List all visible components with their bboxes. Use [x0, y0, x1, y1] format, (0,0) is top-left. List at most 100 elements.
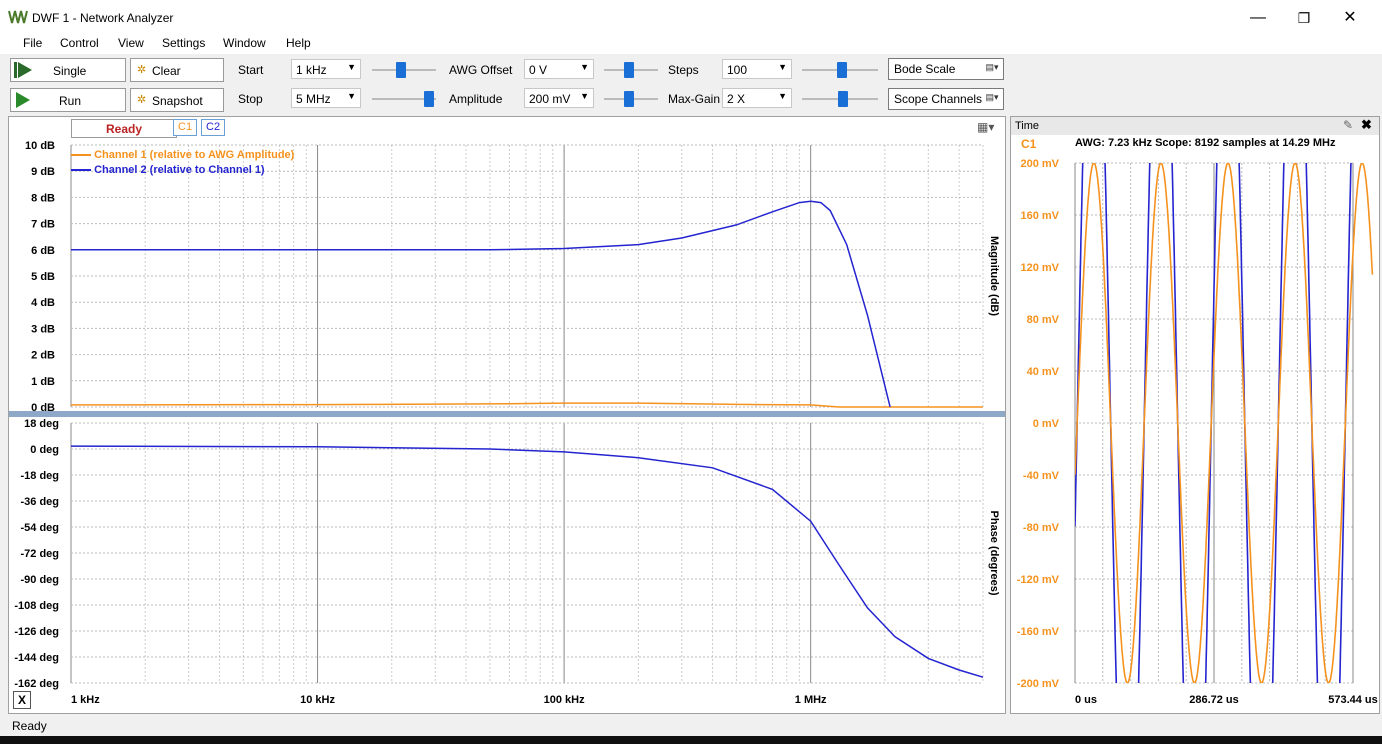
magnitude-tick-label: 3 dB	[31, 323, 55, 335]
amplitude-combo[interactable]: 200 mV ▼	[524, 88, 594, 108]
time-panel-header: Time ✎ ✖	[1011, 117, 1379, 135]
steps-combo[interactable]: 100 ▼	[722, 59, 792, 79]
bode-chart[interactable]: 10 dB 9 dB 8 dB 7 dB 6 dB 5 dB 4 dB 3 dB 2 dB 1 d…	[9, 117, 1005, 713]
time-y-tick-label: -200 mV	[1017, 678, 1060, 690]
x-tick-label: 1 kHz	[71, 694, 100, 706]
close-panel-icon[interactable]: ✖	[1361, 117, 1372, 132]
amplitude-value: 200 mV	[529, 92, 571, 106]
status-bar: Ready	[0, 714, 1382, 736]
awg-offset-combo[interactable]: 0 V ▼	[524, 59, 594, 79]
phase-tick-label: -18 deg	[20, 470, 59, 482]
phase-tick-label: -108 deg	[14, 600, 59, 612]
time-y-tick-label: 0 mV	[1033, 418, 1060, 430]
phase-axis-title: Phase (degrees)	[988, 511, 1000, 596]
menu-view[interactable]: View	[118, 36, 144, 50]
scope-channels-label: Scope Channels	[894, 92, 983, 106]
close-button[interactable]: ✕	[1343, 9, 1357, 26]
bode-scale-dropdown[interactable]: Bode Scale ▤▾	[888, 58, 1004, 80]
waveforms-logo-icon	[8, 10, 28, 24]
menu-dropdown-icon: ▤▾	[985, 62, 999, 72]
run-button[interactable]: Run	[10, 88, 126, 112]
slider-thumb[interactable]	[837, 62, 847, 78]
magnitude-tick-label: 7 dB	[31, 219, 55, 231]
time-y-tick-label: -80 mV	[1023, 522, 1060, 534]
minimize-button[interactable]: —	[1250, 9, 1266, 26]
run-label: Run	[59, 94, 82, 108]
time-y-tick-label: 200 mV	[1020, 158, 1059, 170]
time-x-tick-label: 286.72 us	[1189, 694, 1239, 706]
clear-label: Clear	[152, 64, 181, 78]
slider-thumb[interactable]	[624, 91, 634, 107]
maxgain-combo[interactable]: 2 X ▼	[722, 88, 792, 108]
phase-tick-label: -126 deg	[14, 626, 59, 638]
phase-tick-label: -90 deg	[20, 574, 59, 586]
start-slider[interactable]	[372, 60, 436, 80]
menu-file[interactable]: File	[23, 36, 43, 50]
slider-thumb[interactable]	[838, 91, 848, 107]
legend-channel-1: Channel 1 (relative to AWG Amplitude)	[71, 149, 294, 161]
time-y-tick-label: 120 mV	[1020, 262, 1059, 274]
phase-tick-label: 0 deg	[30, 444, 59, 456]
snapshot-button[interactable]: ✲ Snapshot	[130, 88, 224, 112]
stop-label: Stop	[238, 92, 263, 106]
awg-offset-slider[interactable]	[604, 60, 658, 80]
stop-frequency-combo[interactable]: 5 MHz ▼	[291, 88, 361, 108]
chevron-down-icon: ▼	[580, 62, 589, 72]
menu-help[interactable]: Help	[286, 36, 311, 50]
time-chart[interactable]: 200 mV 160 mV 120 mV 80 mV 40 mV 0 mV -40 mV -8…	[1011, 117, 1379, 713]
magnitude-phase-splitter	[9, 411, 1005, 417]
single-label: Single	[53, 64, 87, 78]
chevron-down-icon: ▼	[778, 62, 787, 72]
tab-c1[interactable]: C1	[173, 119, 198, 136]
start-frequency-combo[interactable]: 1 kHz ▼	[291, 59, 361, 79]
steps-slider[interactable]	[802, 60, 878, 80]
clear-icon: ✲	[137, 64, 147, 76]
time-y-tick-label: -160 mV	[1017, 626, 1060, 638]
start-label: Start	[238, 63, 264, 77]
slider-thumb[interactable]	[624, 62, 634, 78]
menu-control[interactable]: Control	[60, 36, 99, 50]
start-value: 1 kHz	[296, 63, 327, 77]
slider-thumb[interactable]	[396, 62, 406, 78]
magnitude-tick-label: 1 dB	[31, 376, 55, 388]
series-channel-1-magnitude	[70, 402, 983, 408]
stop-slider[interactable]	[372, 89, 436, 109]
scope-channels-dropdown[interactable]: Scope Channels ▤▾	[888, 88, 1004, 110]
single-button[interactable]: Single	[10, 58, 126, 82]
magnitude-tick-label: 10 dB	[25, 140, 55, 152]
menu-bar: File Control View Settings Window Help	[0, 34, 1382, 54]
steps-value: 100	[727, 63, 748, 77]
restore-button[interactable]: ❐	[1297, 10, 1311, 26]
magnitude-tick-label: 4 dB	[31, 297, 55, 309]
time-y-tick-label: -120 mV	[1017, 574, 1060, 586]
slider-thumb[interactable]	[424, 91, 434, 107]
time-y-tick-label: 40 mV	[1027, 366, 1060, 378]
menu-settings[interactable]: Settings	[162, 36, 206, 50]
legend-swatch-ch1	[71, 154, 91, 157]
taskbar	[0, 736, 1382, 744]
chevron-down-icon: ▼	[347, 91, 356, 101]
series-channel-2-magnitude	[71, 200, 891, 408]
time-x-tick-label: 573.44 us	[1328, 694, 1378, 706]
plot-options-icon[interactable]: ▦▾	[977, 120, 995, 134]
time-channel-label: C1	[1021, 137, 1037, 151]
amplitude-slider[interactable]	[604, 89, 658, 109]
snapshot-label: Snapshot	[152, 94, 203, 108]
maxgain-value: 2 X	[727, 92, 746, 106]
x-tick-label: 1 MHz	[795, 694, 827, 706]
magnitude-tick-label: 6 dB	[31, 245, 55, 257]
phase-tick-label: 18 deg	[24, 418, 59, 430]
pin-icon[interactable]: ✎	[1343, 118, 1354, 132]
stop-value: 5 MHz	[296, 92, 331, 106]
tab-c2[interactable]: C2	[201, 119, 226, 136]
menu-window[interactable]: Window	[223, 36, 266, 50]
magnitude-tick-label: 0 dB	[31, 402, 55, 414]
legend-channel-2: Channel 2 (relative to Channel 1)	[71, 164, 265, 176]
x-axis-button[interactable]: X	[13, 691, 31, 709]
legend-label-ch2: Channel 2 (relative to Channel 1)	[94, 164, 265, 176]
magnitude-tick-label: 8 dB	[31, 192, 55, 204]
phase-tick-label: -54 deg	[20, 522, 59, 534]
clear-button[interactable]: ✲ Clear	[130, 58, 224, 82]
maxgain-label: Max-Gain	[668, 92, 721, 106]
maxgain-slider[interactable]	[802, 89, 878, 109]
